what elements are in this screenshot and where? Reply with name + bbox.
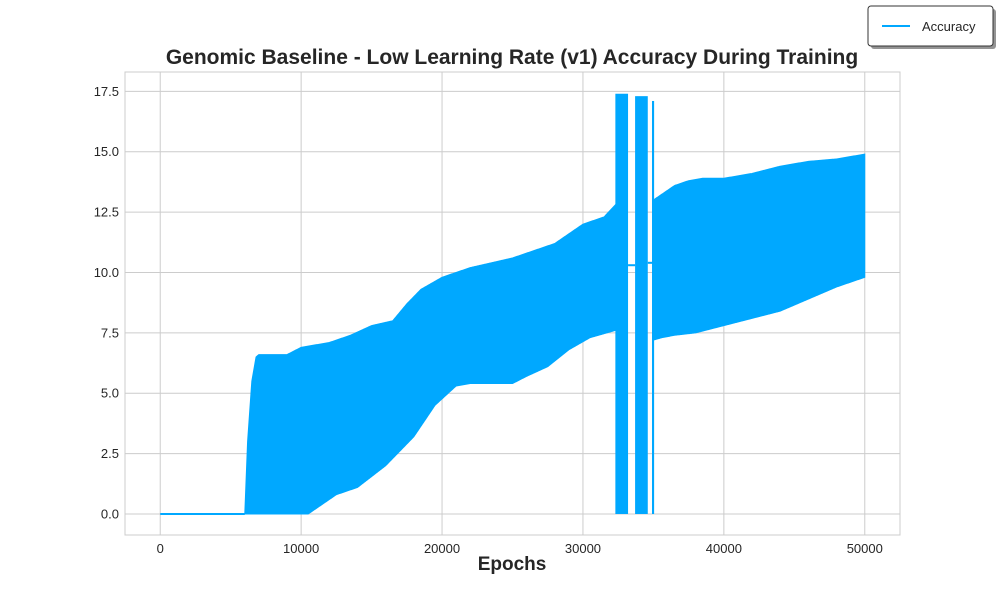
y-tick-label: 17.5: [94, 84, 119, 99]
axes: 0 10000 20000 30000 40000 50000 0.0 2.5 5.0 7.5 10…: [94, 84, 883, 556]
y-tick-label: 2.5: [101, 446, 119, 461]
accuracy-band-late: [652, 153, 866, 341]
x-axis-label: Epochs: [478, 554, 547, 575]
legend[interactable]: Accuracy: [867, 5, 996, 49]
y-tick-label: 7.5: [101, 325, 119, 340]
x-tick-label: 0: [157, 541, 164, 556]
y-tick-label: 12.5: [94, 205, 119, 220]
accuracy-band-early: [241, 203, 616, 515]
y-tick-label: 15.0: [94, 144, 119, 159]
accuracy-spike: [615, 93, 629, 514]
legend-box: [867, 5, 994, 47]
legend-label-accuracy: Accuracy: [922, 19, 976, 34]
x-tick-label: 10000: [283, 541, 319, 556]
x-tick-label: 30000: [565, 541, 601, 556]
chart-title: Genomic Baseline - Low Learning Rate (v1…: [166, 46, 858, 69]
x-tick-label: 50000: [847, 541, 883, 556]
y-tick-label: 10.0: [94, 265, 119, 280]
x-tick-label: 40000: [706, 541, 742, 556]
y-tick-label: 5.0: [101, 386, 119, 401]
y-tick-label: 0.0: [101, 506, 119, 521]
accuracy-spike: [635, 96, 648, 514]
data-layer: [160, 93, 866, 515]
x-tick-label: 20000: [424, 541, 460, 556]
